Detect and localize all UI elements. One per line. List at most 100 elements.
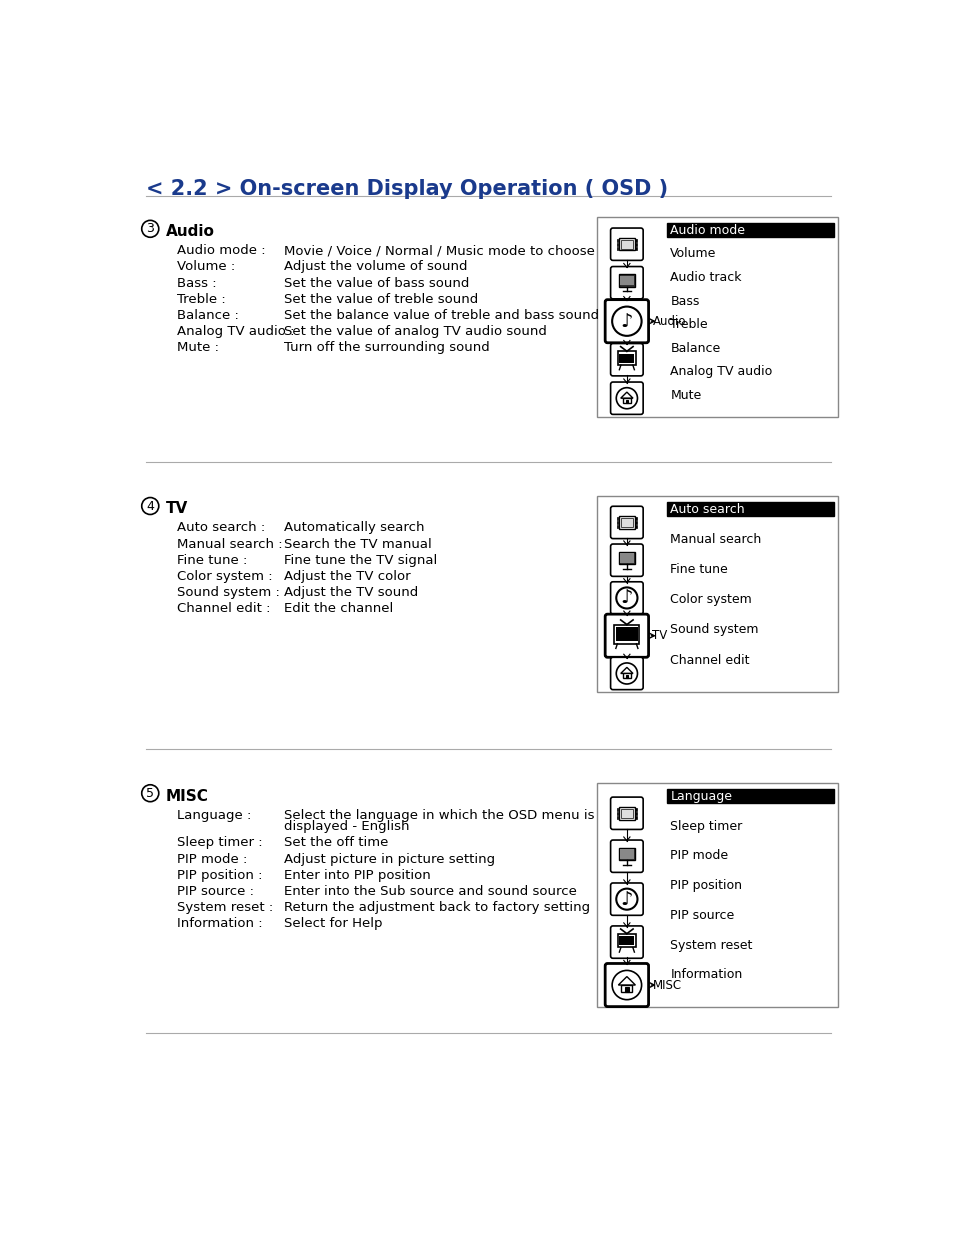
Bar <box>617 808 618 810</box>
Text: Auto search :: Auto search : <box>177 522 265 534</box>
Text: 5: 5 <box>146 787 154 800</box>
Text: Fine tune :: Fine tune : <box>177 554 248 567</box>
Text: Sleep timer :: Sleep timer : <box>177 836 263 850</box>
Bar <box>614 625 639 644</box>
Bar <box>619 850 633 858</box>
FancyBboxPatch shape <box>610 544 642 576</box>
Text: MISC: MISC <box>652 979 680 991</box>
Text: PIP source :: PIP source : <box>177 885 254 898</box>
Bar <box>620 985 632 991</box>
FancyBboxPatch shape <box>610 840 642 873</box>
FancyBboxPatch shape <box>610 883 642 915</box>
Text: Manual search: Manual search <box>670 533 760 546</box>
Bar <box>622 673 630 678</box>
Text: TV: TV <box>652 629 667 642</box>
Text: Channel edit :: Channel edit : <box>177 602 271 615</box>
Text: Fine tune: Fine tune <box>670 563 727 576</box>
Bar <box>635 247 637 250</box>
Text: Language: Language <box>670 790 732 803</box>
Text: Movie / Voice / Normal / Music mode to choose: Movie / Voice / Normal / Music mode to c… <box>284 244 595 258</box>
Bar <box>619 554 633 562</box>
Text: Audio: Audio <box>652 314 685 328</box>
Text: PIP mode :: PIP mode : <box>177 852 248 866</box>
Bar <box>618 238 634 250</box>
Text: 4: 4 <box>146 499 154 513</box>
Bar <box>635 243 637 245</box>
Text: Treble :: Treble : <box>177 292 226 306</box>
Text: Channel edit: Channel edit <box>670 653 749 667</box>
FancyBboxPatch shape <box>610 344 642 376</box>
Text: Mute :: Mute : <box>177 342 219 354</box>
Bar <box>617 243 618 245</box>
Bar <box>618 933 636 947</box>
FancyBboxPatch shape <box>610 382 642 414</box>
Bar <box>617 811 618 815</box>
Text: Set the balance value of treble and bass sound: Set the balance value of treble and bass… <box>284 309 598 322</box>
Text: Audio mode: Audio mode <box>670 224 744 237</box>
Text: Adjust the volume of sound: Adjust the volume of sound <box>284 260 467 274</box>
FancyBboxPatch shape <box>604 300 648 343</box>
Text: ♪: ♪ <box>620 890 633 909</box>
Bar <box>620 239 633 249</box>
Text: Select for Help: Select for Help <box>284 917 382 930</box>
Text: Treble: Treble <box>670 318 707 332</box>
Text: Balance: Balance <box>670 342 720 355</box>
Text: Sleep timer: Sleep timer <box>670 820 741 832</box>
FancyBboxPatch shape <box>610 797 642 830</box>
Text: Enter into the Sub source and sound source: Enter into the Sub source and sound sour… <box>284 885 577 898</box>
Bar <box>597 496 837 693</box>
Text: Sound system :: Sound system : <box>177 586 280 599</box>
Bar <box>597 217 837 418</box>
Bar <box>635 525 637 528</box>
Bar <box>620 518 633 528</box>
Bar <box>620 809 633 817</box>
Bar <box>635 808 637 810</box>
FancyBboxPatch shape <box>610 507 642 539</box>
Text: Return the adjustment back to factory setting: Return the adjustment back to factory se… <box>284 901 590 914</box>
Bar <box>618 808 634 820</box>
Text: ♪: ♪ <box>620 588 633 608</box>
Bar <box>618 517 634 529</box>
Bar <box>597 783 837 1006</box>
FancyBboxPatch shape <box>610 657 642 689</box>
Bar <box>635 517 637 520</box>
Text: Adjust the TV sound: Adjust the TV sound <box>284 586 418 599</box>
FancyBboxPatch shape <box>610 582 642 614</box>
Bar <box>618 274 635 286</box>
Text: Adjust picture in picture setting: Adjust picture in picture setting <box>284 852 495 866</box>
Text: Automatically search: Automatically search <box>284 522 424 534</box>
Bar <box>625 399 627 403</box>
Bar <box>617 238 618 242</box>
Text: Select the language in which the OSD menu is: Select the language in which the OSD men… <box>284 809 595 821</box>
Bar <box>617 525 618 528</box>
FancyBboxPatch shape <box>610 228 642 260</box>
Text: Volume: Volume <box>670 248 716 260</box>
Text: Information :: Information : <box>177 917 263 930</box>
Text: ♪: ♪ <box>620 312 633 330</box>
Text: Set the off time: Set the off time <box>284 836 388 850</box>
Text: Search the TV manual: Search the TV manual <box>284 538 432 551</box>
Bar <box>617 517 618 520</box>
Text: System reset: System reset <box>670 938 752 952</box>
Bar <box>618 551 635 565</box>
Text: Auto search: Auto search <box>670 503 744 515</box>
Text: < 2.2 > On-screen Display Operation ( OSD ): < 2.2 > On-screen Display Operation ( OS… <box>146 179 668 199</box>
Bar <box>617 247 618 250</box>
Text: Set the value of analog TV audio sound: Set the value of analog TV audio sound <box>284 326 547 338</box>
Text: Audio: Audio <box>166 224 214 239</box>
Bar <box>618 847 635 861</box>
FancyBboxPatch shape <box>604 963 648 1006</box>
Bar <box>635 816 637 819</box>
Bar <box>624 988 628 991</box>
Text: Bass: Bass <box>670 295 699 307</box>
Text: Audio track: Audio track <box>670 271 741 284</box>
Text: PIP mode: PIP mode <box>670 850 728 862</box>
Text: Analog TV audio: Analog TV audio <box>670 365 772 379</box>
Bar <box>635 811 637 815</box>
FancyBboxPatch shape <box>610 926 642 958</box>
Text: Volume :: Volume : <box>177 260 235 274</box>
Text: 3: 3 <box>146 222 154 236</box>
Text: Mute: Mute <box>670 388 700 402</box>
Text: MISC: MISC <box>166 789 209 804</box>
Text: Set the value of treble sound: Set the value of treble sound <box>284 292 478 306</box>
